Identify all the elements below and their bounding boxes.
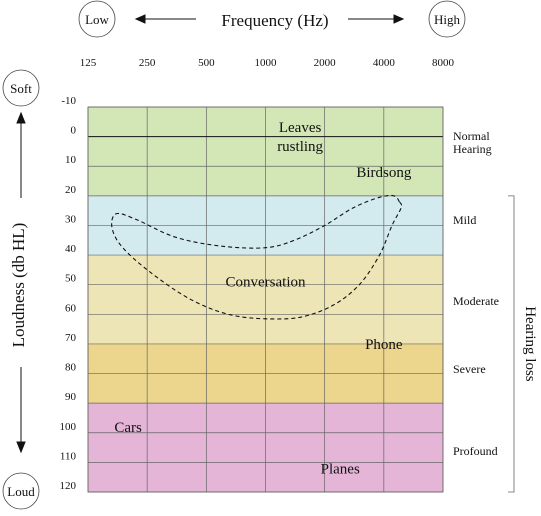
down-arrow-icon [16,367,26,454]
grid-lines [87,106,444,493]
high-label: High [434,12,461,27]
y-tick-label: 100 [60,421,77,433]
band-label: Severe [453,362,486,376]
loud-label: Loud [7,484,35,499]
band-label: Profound [453,444,498,458]
left-arrow-icon [134,14,196,24]
y-tick-label: 80 [65,362,77,374]
bracket-line [508,195,515,493]
y-tick-label: 30 [65,213,77,225]
speech-banana-curve [111,194,403,320]
x-axis-label: Frequency (Hz) [221,11,328,30]
x-tick-label: 125 [80,57,97,69]
up-arrow-icon [16,111,26,198]
high-circle: High [428,0,466,38]
sound-label-planes: Planes [321,461,360,477]
y-tick-label: 0 [71,125,77,137]
y-tick-label: -10 [61,95,76,107]
y-tick-label: 70 [65,332,77,344]
x-tick-label: 1000 [255,57,278,69]
right-arrow-icon [348,14,405,24]
band-label: Normal [453,129,490,143]
axis-decorations: Frequency (Hz) Loudness (db HL) Low High… [2,0,466,510]
sound-label-cars: Cars [114,420,142,436]
y-tick-label: 40 [65,243,77,255]
x-tick-label: 8000 [432,57,455,69]
x-tick-label: 250 [139,57,156,69]
x-tick-labels: 125 250 500 1000 2000 4000 8000 [80,57,455,69]
band-label: Hearing [453,142,492,156]
low-circle: Low [78,0,116,38]
y-tick-label: 20 [65,184,77,196]
sound-label-leaves: Leaves [279,120,322,136]
sound-label-phone: Phone [365,337,403,353]
y-tick-label: 50 [65,273,77,285]
low-label: Low [85,12,109,27]
x-tick-label: 500 [198,57,215,69]
loud-circle: Loud [2,472,40,510]
sound-labels: Leaves rustling Birdsong Conversation Phone C… [114,120,411,477]
y-axis-label: Loudness (db HL) [9,223,28,348]
sound-label-conversation: Conversation [226,275,306,291]
plot-border [87,106,444,493]
sound-label-leaves: rustling [277,139,323,155]
y-tick-labels: -10 0 10 20 30 40 50 60 70 80 90 100 110 120 [60,95,77,492]
band-label: Mild [453,213,476,227]
y-tick-label: 110 [60,450,77,462]
y-tick-label: 120 [60,480,77,492]
x-tick-label: 2000 [314,57,337,69]
y-tick-label: 90 [65,391,77,403]
y-tick-label: 10 [65,154,77,166]
y-tick-label: 60 [65,302,77,314]
speech-banana-group [111,194,403,320]
soft-label: Soft [10,81,32,96]
bracket-label: Hearing loss [522,306,538,382]
x-tick-label: 4000 [373,57,396,69]
band-label: Moderate [453,294,499,308]
soft-circle: Soft [2,69,40,107]
hearing-loss-bracket: Hearing loss [508,195,538,493]
sound-label-birdsong: Birdsong [356,165,412,181]
